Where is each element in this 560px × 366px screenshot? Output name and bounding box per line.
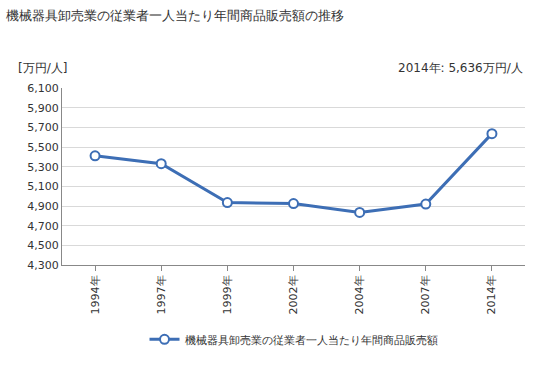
svg-text:5,900: 5,900 — [27, 102, 59, 115]
svg-text:5,300: 5,300 — [27, 161, 59, 174]
svg-text:1997年: 1997年 — [155, 275, 168, 314]
svg-text:4,700: 4,700 — [27, 220, 59, 233]
svg-text:6,100: 6,100 — [27, 82, 59, 95]
svg-text:2002年: 2002年 — [287, 275, 300, 314]
svg-text:1999年: 1999年 — [221, 275, 234, 314]
svg-text:4,500: 4,500 — [27, 239, 59, 252]
svg-text:2004年: 2004年 — [353, 275, 366, 314]
svg-text:5,500: 5,500 — [27, 141, 59, 154]
svg-text:2014年: 5,636万円/人: 2014年: 5,636万円/人 — [398, 61, 523, 75]
svg-text:1994年: 1994年 — [89, 275, 102, 314]
svg-text:機械器具卸売業の従業者一人当たり年間商品販売額の推移: 機械器具卸売業の従業者一人当たり年間商品販売額の推移 — [6, 8, 344, 23]
svg-text:[万円/人]: [万円/人] — [18, 61, 67, 75]
svg-text:機械器具卸売業の従業者一人当たり年間商品販売額: 機械器具卸売業の従業者一人当たり年間商品販売額 — [185, 334, 438, 347]
svg-text:2014年: 2014年 — [486, 275, 499, 314]
svg-text:4,300: 4,300 — [27, 259, 59, 272]
svg-text:2007年: 2007年 — [419, 275, 432, 314]
svg-text:4,900: 4,900 — [27, 200, 59, 213]
svg-text:5,700: 5,700 — [27, 121, 59, 134]
svg-text:5,100: 5,100 — [27, 180, 59, 193]
